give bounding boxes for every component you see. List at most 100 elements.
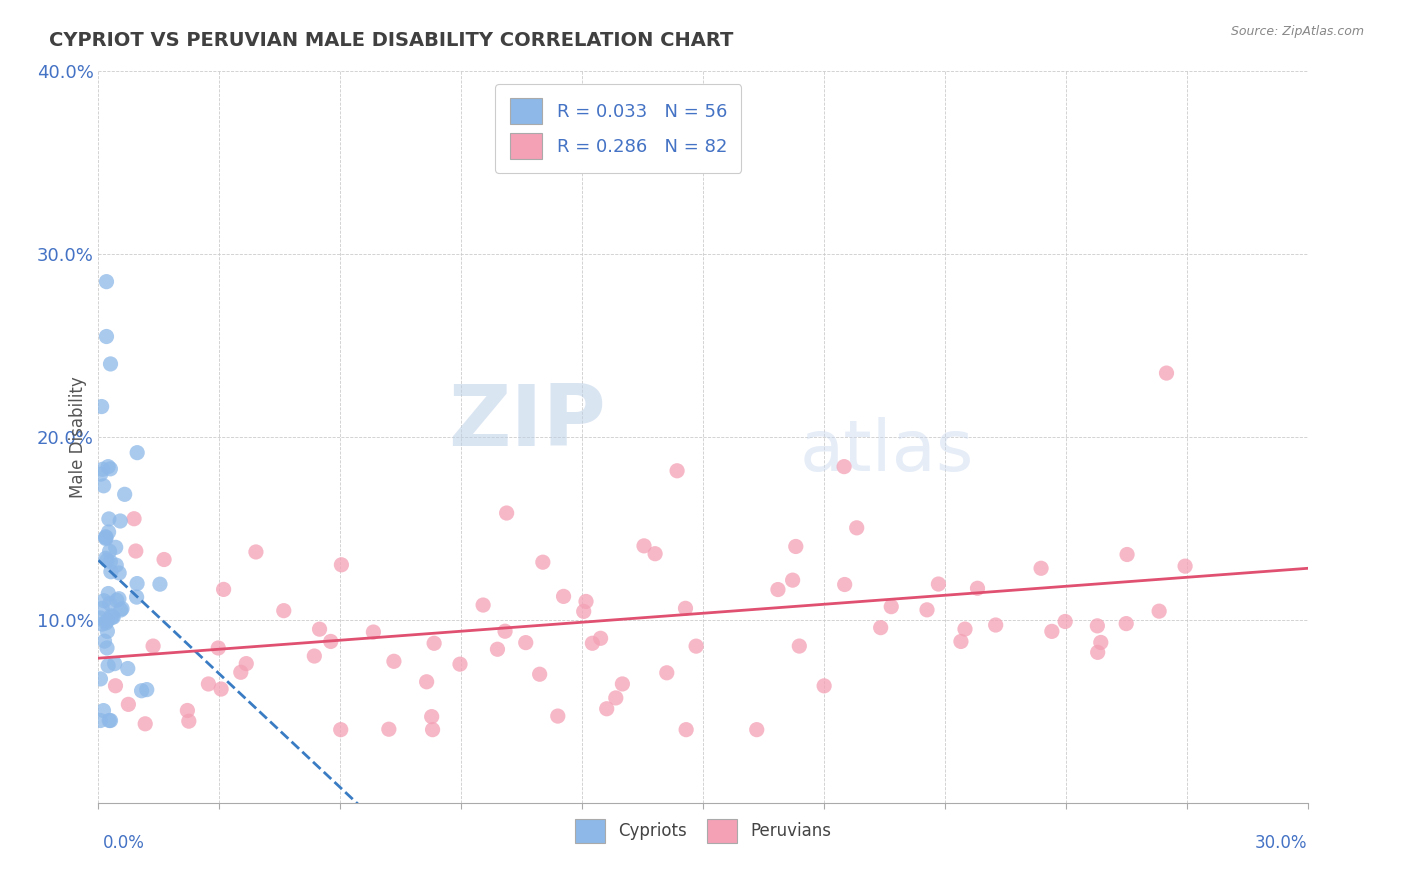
Point [197, 677, 219, 691]
Point [494, 624, 516, 639]
Point [101, 610, 124, 624]
Point [953, 622, 976, 636]
Point [685, 639, 707, 653]
Point [135, 682, 157, 697]
Point [472, 598, 495, 612]
Point [90, 467, 112, 482]
Point [104, 657, 127, 671]
Point [363, 625, 385, 640]
Point [1174, 559, 1197, 574]
Point [93, 593, 115, 607]
Point [529, 667, 551, 681]
Point [612, 677, 634, 691]
Point [97, 512, 120, 526]
Point [666, 464, 689, 478]
Point [605, 690, 627, 705]
Point [100, 565, 122, 579]
Point [105, 593, 128, 607]
Point [94, 551, 117, 566]
Point [449, 657, 471, 672]
Point [304, 648, 326, 663]
Point [134, 716, 156, 731]
Point [813, 679, 835, 693]
Point [98, 596, 121, 610]
Text: Source: ZipAtlas.com: Source: ZipAtlas.com [1230, 25, 1364, 38]
Point [1085, 619, 1108, 633]
Point [782, 573, 804, 587]
Point [1087, 645, 1109, 659]
Point [176, 704, 198, 718]
Point [96, 624, 118, 639]
Point [93, 479, 115, 493]
Point [96, 275, 118, 289]
Point [415, 674, 437, 689]
Text: atlas: atlas [800, 417, 974, 486]
Point [915, 603, 938, 617]
Point [1029, 561, 1052, 575]
Point [330, 558, 353, 572]
Point [131, 683, 153, 698]
Point [91, 462, 114, 476]
Point [229, 665, 252, 680]
Point [869, 621, 891, 635]
Point [834, 577, 856, 591]
Point [177, 714, 200, 728]
Point [949, 634, 972, 648]
Point [787, 639, 810, 653]
Point [581, 636, 603, 650]
Point [100, 608, 122, 623]
Point [880, 599, 903, 614]
Point [108, 566, 131, 580]
Point [89, 672, 111, 686]
Point [96, 640, 118, 655]
Point [1116, 548, 1139, 562]
Point [127, 445, 149, 459]
Point [96, 553, 118, 567]
Point [1147, 604, 1170, 618]
Point [105, 558, 128, 573]
Point [104, 679, 127, 693]
Point [94, 530, 117, 544]
Point [651, 128, 673, 143]
Point [245, 545, 267, 559]
Point [100, 714, 122, 728]
Point [93, 704, 115, 718]
Point [153, 552, 176, 566]
Point [766, 582, 789, 597]
Point [1156, 366, 1178, 380]
Point [90, 400, 112, 414]
Point [125, 590, 148, 604]
Point [572, 604, 595, 618]
Point [91, 617, 114, 632]
Point [100, 357, 122, 371]
Text: 0.0%: 0.0% [103, 834, 145, 852]
Point [98, 544, 121, 558]
Point [110, 603, 132, 617]
Point [927, 577, 949, 591]
Point [495, 506, 517, 520]
Point [575, 594, 598, 608]
Point [966, 582, 988, 596]
Point [212, 582, 235, 597]
Point [104, 541, 127, 555]
Point [329, 723, 352, 737]
Point [382, 654, 405, 668]
Point [422, 723, 444, 737]
Point [114, 487, 136, 501]
Point [94, 615, 117, 630]
Text: ZIP: ZIP [449, 381, 606, 464]
Legend: Cypriots, Peruvians: Cypriots, Peruvians [568, 813, 838, 849]
Point [308, 622, 330, 636]
Point [117, 661, 139, 675]
Point [111, 601, 134, 615]
Point [94, 530, 117, 544]
Point [97, 658, 120, 673]
Point [103, 610, 125, 624]
Point [785, 540, 807, 554]
Point [122, 512, 145, 526]
Point [91, 601, 114, 615]
Point [89, 611, 111, 625]
Point [378, 723, 401, 737]
Point [96, 614, 118, 628]
Point [589, 632, 612, 646]
